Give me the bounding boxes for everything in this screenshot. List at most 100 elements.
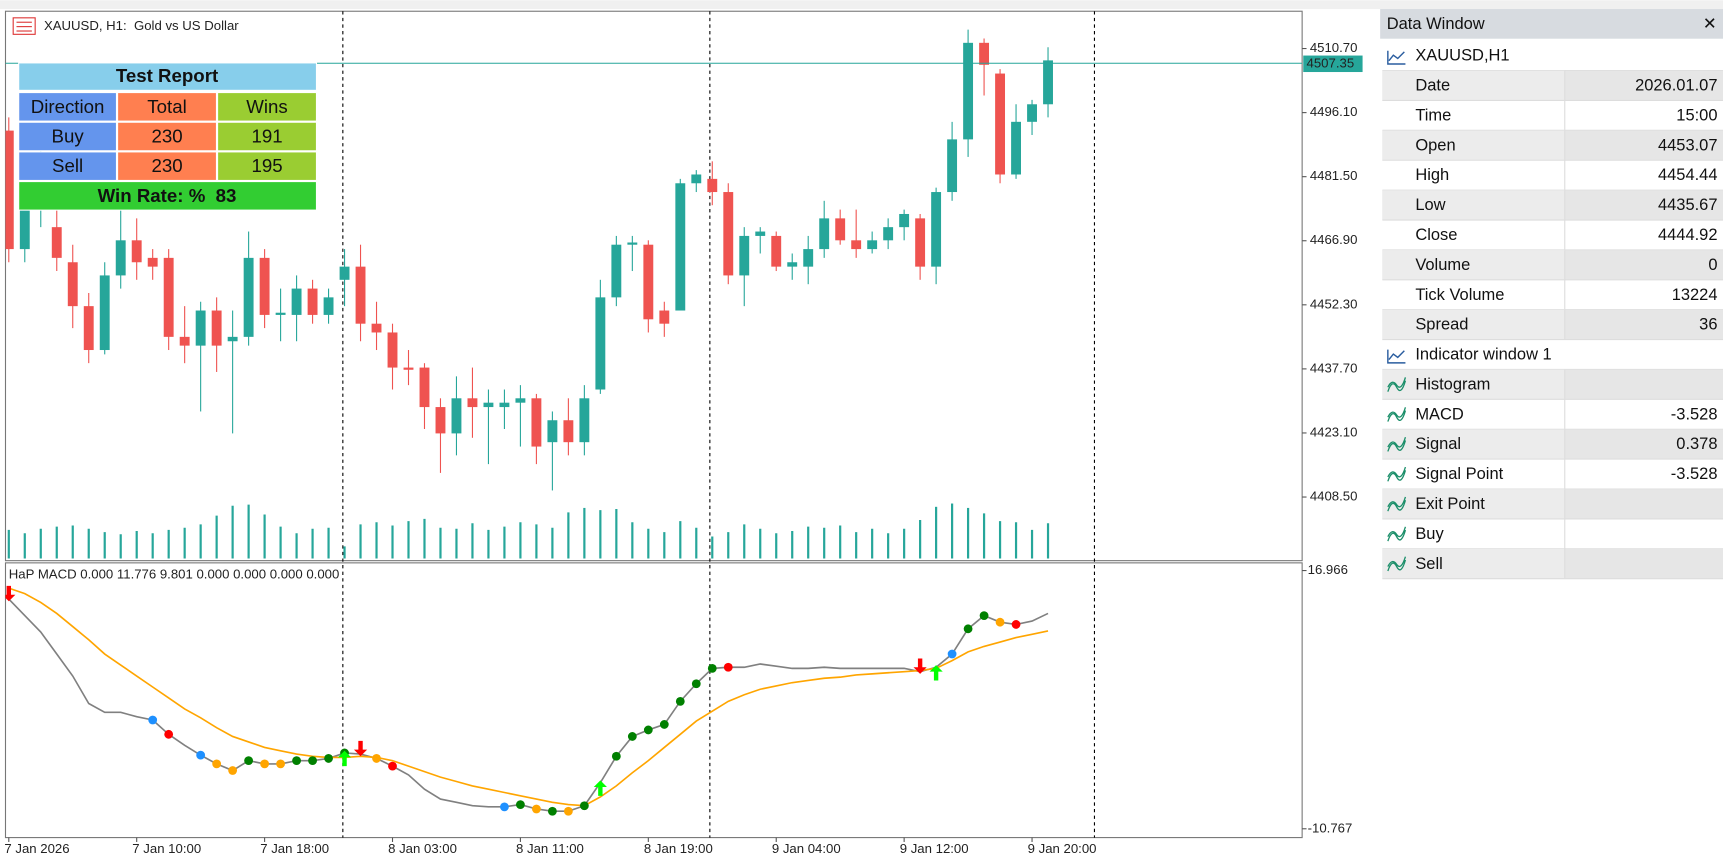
signal-dot	[691, 679, 701, 689]
y-tick-label: 4510.70	[1310, 40, 1358, 55]
data-window: Data Window ✕ XAUUSD,H1 Date 2026.01.07 Tim…	[1380, 9, 1723, 581]
candle-body	[99, 275, 110, 351]
row-value: -3.528	[1671, 405, 1718, 423]
row-value: 0.378	[1676, 435, 1717, 453]
candle-body	[147, 257, 158, 267]
report-cell-text: Sell	[52, 155, 83, 176]
signal-dot	[196, 750, 206, 760]
signal-dot	[228, 766, 238, 775]
row-label: Spread	[1415, 316, 1468, 334]
candle-body	[1043, 60, 1053, 105]
row-bg-label	[1382, 309, 1565, 340]
row-label: Open	[1415, 136, 1455, 154]
signal-dot	[707, 663, 717, 673]
data-window-titlebar	[1380, 9, 1723, 39]
row-bg-label	[1382, 190, 1565, 221]
report-cell	[217, 92, 318, 122]
signal-dot	[212, 759, 222, 769]
report-cell-text: 195	[251, 155, 282, 176]
candle-body	[851, 240, 862, 250]
y-tick-label: 4423.10	[1310, 424, 1358, 439]
candle-body	[883, 227, 894, 241]
signal-dot	[516, 800, 525, 809]
candle-body	[659, 310, 670, 324]
candle-body	[291, 288, 302, 315]
row-label: Low	[1415, 196, 1445, 214]
candle-body	[611, 244, 622, 298]
row-value: 0	[1708, 256, 1717, 274]
row-value: -3.528	[1671, 465, 1718, 483]
row-bg-label	[1382, 549, 1565, 579]
chart-title: XAUUSD, H1: Gold vs US Dollar	[44, 18, 239, 33]
signal-dot	[500, 802, 509, 812]
x-tick-label: 9 Jan 12:00	[900, 841, 969, 856]
candle-body	[67, 262, 78, 307]
row-bg-label	[1382, 489, 1565, 519]
signal-dot	[723, 662, 733, 672]
y-tick-label: -10.767	[1308, 820, 1353, 835]
row-label: Close	[1415, 226, 1457, 244]
candle-body	[227, 336, 238, 342]
candle-body	[179, 336, 190, 346]
candle-body	[211, 310, 222, 346]
y-tick-label: 4496.10	[1310, 104, 1358, 119]
row-bg-label	[1382, 250, 1565, 280]
row-label: Indicator window 1	[1415, 346, 1551, 364]
signal-dot	[995, 617, 1005, 627]
row-value: 36	[1699, 316, 1717, 334]
close-button[interactable]: ✕	[1703, 15, 1717, 33]
y-tick-label: 4437.70	[1310, 360, 1358, 375]
up-arrow	[593, 780, 607, 796]
candle-body	[643, 244, 654, 320]
candle-body	[435, 407, 446, 434]
candle-body	[771, 235, 782, 267]
row-label: Date	[1415, 77, 1450, 95]
section-icon	[1387, 50, 1406, 65]
candle-body	[371, 323, 382, 333]
candle-body	[579, 398, 590, 443]
chart-header: XAUUSD, H1: Gold vs US Dollar HaP MACD 0…	[9, 17, 339, 581]
buffer-icon	[1387, 556, 1407, 572]
sub-chart-frame	[4, 562, 1303, 839]
row-label: Histogram	[1415, 375, 1490, 393]
report-cell-text: Direction	[31, 96, 105, 117]
row-value: 4453.07	[1658, 136, 1718, 154]
report-cell	[217, 151, 318, 182]
report-cell	[117, 92, 218, 122]
candle-body	[835, 218, 846, 241]
candle-body	[531, 398, 542, 447]
report-cell	[18, 151, 118, 182]
candle-body	[1027, 104, 1037, 122]
row-label: Volume	[1415, 256, 1470, 274]
signal-dot	[372, 754, 381, 763]
candle-body	[755, 231, 766, 236]
candle-body	[499, 402, 510, 408]
main-plot	[5, 29, 1053, 559]
row-value: 4444.92	[1658, 226, 1718, 244]
candle-body	[323, 297, 334, 315]
up-arrow	[337, 750, 352, 767]
signal-dot	[611, 751, 621, 761]
signal-dot	[292, 756, 301, 766]
candle-body	[675, 183, 686, 311]
signal-dot	[260, 759, 269, 769]
x-tick-label: 9 Jan 04:00	[772, 841, 841, 856]
report-cell-text: Buy	[51, 126, 84, 147]
row-label: Signal	[1415, 435, 1461, 453]
row-label: Tick Volume	[1415, 286, 1504, 304]
report-cell	[117, 151, 218, 182]
buffer-icon	[1387, 436, 1407, 452]
indicator-line	[8, 598, 1049, 813]
row-value: 4435.67	[1658, 196, 1718, 214]
y-tick-label: 4466.90	[1310, 232, 1358, 247]
candle-body	[867, 240, 878, 250]
signal-dot	[547, 806, 557, 816]
win-rate: Win Rate: % 83	[98, 185, 237, 206]
candle-body	[691, 174, 702, 184]
signal-dot	[627, 732, 637, 741]
candle-body	[707, 178, 718, 193]
row-bg-label	[1382, 130, 1565, 161]
candle-body	[979, 42, 990, 65]
buffer-icon	[1387, 466, 1407, 482]
